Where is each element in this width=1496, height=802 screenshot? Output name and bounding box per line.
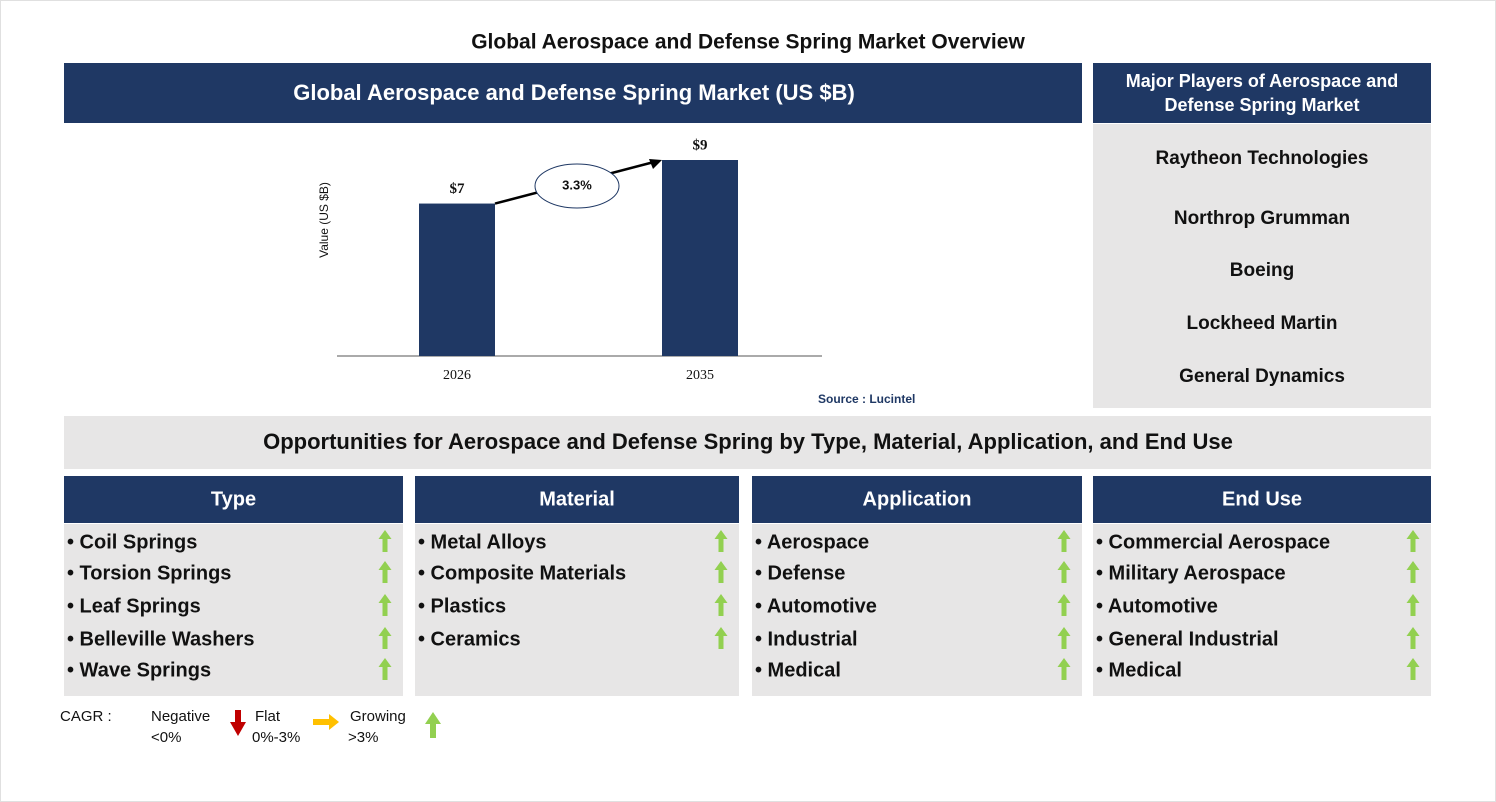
value-label: $9 (693, 137, 708, 153)
column-item: • General Industrial (1096, 628, 1279, 650)
column-title: Type (211, 488, 256, 510)
column-item: • Commercial Aerospace (1096, 531, 1330, 553)
opportunities-banner (64, 416, 1431, 469)
negative-arrow (230, 710, 246, 736)
player: Boeing (1230, 260, 1294, 281)
column-title: End Use (1222, 488, 1302, 510)
bar (419, 203, 495, 356)
legend-growing: Growing (350, 708, 406, 725)
column-item: • Defense (755, 562, 845, 584)
growth-arrow (714, 627, 728, 649)
growth-arrow (714, 530, 728, 552)
column-item: • Wave Springs (67, 659, 211, 681)
chart-title: Global Aerospace and Defense Spring Mark… (293, 80, 855, 105)
growth-arrow (714, 594, 728, 616)
growing-arrow (425, 712, 441, 738)
legend-flat-range: 0%-3% (252, 729, 300, 746)
opportunities-title: Opportunities for Aerospace and Defense … (263, 429, 1233, 454)
growth-arrow (378, 530, 392, 552)
cagr-bubble (534, 163, 620, 209)
growth-arrow (1057, 594, 1071, 616)
legend-negative-range: <0% (151, 729, 181, 746)
column-body (64, 524, 403, 696)
bar (662, 160, 738, 356)
growth-arrow (1406, 594, 1420, 616)
value-label: $7 (450, 181, 466, 197)
cagr-arrowhead (649, 159, 662, 169)
chart-header (64, 63, 1082, 123)
player: Northrop Grumman (1174, 208, 1350, 229)
column-title: Application (863, 488, 972, 510)
player: Raytheon Technologies (1156, 148, 1369, 169)
growth-arrow (1057, 658, 1071, 680)
growth-arrow (378, 627, 392, 649)
column-item: • Military Aerospace (1096, 562, 1286, 584)
column-item: • Medical (755, 659, 841, 681)
column-header (1093, 476, 1431, 523)
growth-arrow (378, 658, 392, 680)
legend-growing-range: >3% (348, 729, 378, 746)
growth-arrow (1406, 530, 1420, 552)
column-body (1093, 524, 1431, 696)
legend-flat: Flat (255, 708, 281, 725)
column-item: • Automotive (1096, 595, 1218, 617)
growth-arrow (1057, 627, 1071, 649)
column-item: • Automotive (755, 595, 877, 617)
column-item: • Plastics (418, 595, 506, 617)
column-item: • Ceramics (418, 628, 521, 650)
column-item: • Medical (1096, 659, 1182, 681)
growth-arrow (1057, 530, 1071, 552)
column-item: • Leaf Springs (67, 595, 201, 617)
player: General Dynamics (1179, 366, 1345, 387)
column-header (64, 476, 403, 523)
column-item: • Torsion Springs (67, 562, 231, 584)
growth-arrow (714, 561, 728, 583)
column-body (415, 524, 739, 696)
page-title: Global Aerospace and Defense Spring Mark… (471, 31, 1025, 54)
player: Lockheed Martin (1187, 313, 1338, 334)
source: Source : Lucintel (818, 392, 915, 406)
legend-label: CAGR : (60, 708, 112, 725)
x-tick-label: 2035 (686, 368, 714, 383)
column-item: • Belleville Washers (67, 628, 254, 650)
column-item: • Industrial (755, 628, 858, 650)
growth-arrow (1406, 627, 1420, 649)
growth-arrow (378, 594, 392, 616)
column-header (415, 476, 739, 523)
players-header (1093, 63, 1431, 123)
legend-negative: Negative (151, 708, 210, 725)
column-header (752, 476, 1082, 523)
growth-arrow (378, 561, 392, 583)
flat-arrow (313, 714, 339, 730)
y-axis-label: Value (US $B) (317, 182, 331, 258)
cagr-label: 3.3% (562, 177, 592, 192)
column-item: • Metal Alloys (418, 531, 547, 553)
column-item: • Aerospace (755, 531, 869, 553)
x-tick-label: 2026 (443, 368, 471, 383)
players-title: Major Players of Aerospace and Defense Sp… (1126, 71, 1398, 115)
growth-arrow (1406, 561, 1420, 583)
column-title: Material (539, 488, 615, 510)
growth-arrow (1057, 561, 1071, 583)
column-item: • Composite Materials (418, 562, 626, 584)
growth-arrow (1406, 658, 1420, 680)
column-body (752, 524, 1082, 696)
players-panel (1093, 124, 1431, 408)
column-item: • Coil Springs (67, 531, 197, 553)
